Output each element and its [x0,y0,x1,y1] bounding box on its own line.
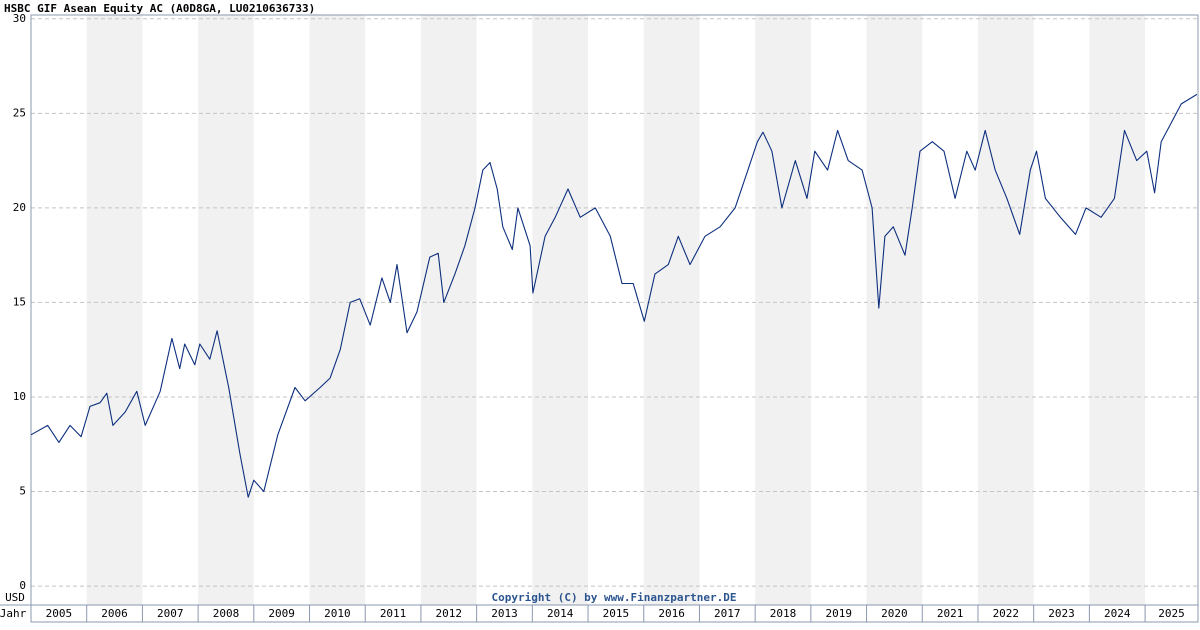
x-tick-label: 2007 [157,607,184,620]
x-tick-label: 2014 [547,607,574,620]
x-tick-label: 2015 [603,607,630,620]
x-axis-label: Jahr [0,607,27,620]
year-band [310,15,366,605]
year-band [867,15,923,605]
x-tick-label: 2013 [491,607,518,620]
y-tick-label: 20 [13,201,26,214]
y-tick-label: 25 [13,106,26,119]
y-tick-label: 0 [19,579,26,592]
x-tick-label: 2021 [937,607,964,620]
x-tick-label: 2006 [101,607,128,620]
year-band [421,15,477,605]
copyright: Copyright (C) by www.Finanzpartner.DE [491,591,736,604]
x-tick-label: 2010 [324,607,351,620]
y-tick-label: 5 [19,485,26,498]
x-tick-label: 2025 [1158,607,1185,620]
x-tick-label: 2009 [268,607,295,620]
year-band [978,15,1034,605]
year-band [1089,15,1145,605]
year-band [644,15,700,605]
year-band [532,15,588,605]
x-tick-label: 2016 [658,607,685,620]
x-tick-label: 2017 [714,607,741,620]
x-tick-label: 2022 [993,607,1020,620]
x-tick-label: 2011 [380,607,407,620]
year-band [198,15,254,605]
x-tick-label: 2023 [1048,607,1075,620]
year-band [87,15,143,605]
x-tick-label: 2008 [213,607,240,620]
x-tick-label: 2005 [46,607,73,620]
x-tick-label: 2019 [825,607,852,620]
y-axis-label: USD [5,591,25,604]
y-tick-label: 10 [13,390,26,403]
x-tick-label: 2012 [436,607,463,620]
x-tick-label: 2024 [1104,607,1131,620]
chart-title: HSBC GIF Asean Equity AC (A0D8GA, LU0210… [4,2,315,15]
y-tick-label: 15 [13,295,26,308]
y-tick-label: 30 [13,12,26,25]
x-tick-label: 2020 [881,607,908,620]
x-tick-label: 2018 [770,607,797,620]
year-band [755,15,811,605]
